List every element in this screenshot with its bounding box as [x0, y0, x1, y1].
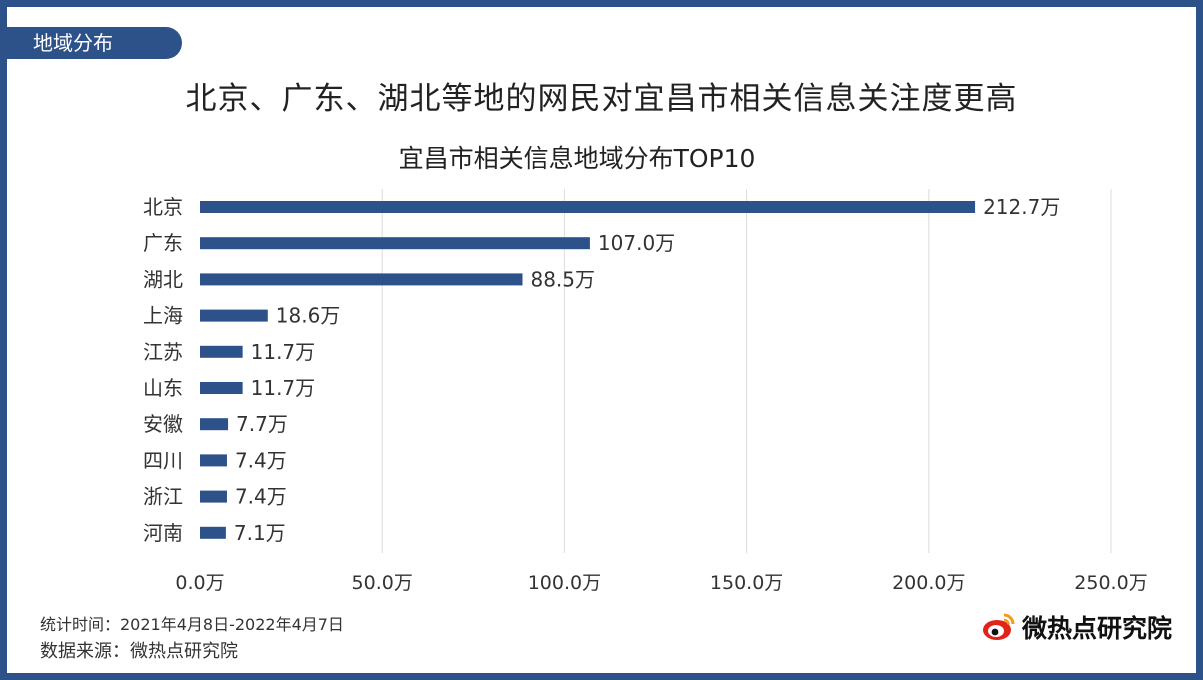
category-label: 山东: [143, 376, 183, 400]
bar: [200, 201, 976, 213]
x-tick-label: 100.0万: [528, 572, 601, 594]
category-label: 安徽: [143, 412, 183, 436]
data-label: 7.7万: [236, 412, 288, 436]
data-label: 7.4万: [235, 448, 287, 472]
weibo-eye-icon: [982, 613, 1015, 640]
category-label: 浙江: [143, 485, 183, 509]
bar: [200, 237, 590, 250]
chart-title: 宜昌市相关信息地域分布TOP10: [399, 144, 756, 173]
bar: [200, 526, 226, 539]
section-tag: 地域分布: [7, 27, 182, 59]
x-tick-label: 0.0万: [175, 572, 224, 594]
page-title: 北京、广东、湖北等地的网民对宜昌市相关信息关注度更高: [185, 81, 1018, 117]
data-label: 11.7万: [251, 376, 316, 400]
data-label: 7.1万: [234, 521, 286, 545]
x-tick-label: 200.0万: [892, 572, 965, 594]
brand-logo: 微热点研究院: [982, 609, 1172, 645]
x-tick-label: 50.0万: [352, 572, 413, 594]
data-source: 数据来源：微热点研究院: [40, 641, 238, 662]
bar: [200, 418, 229, 431]
data-label: 212.7万: [983, 195, 1060, 219]
data-label: 107.0万: [598, 231, 675, 255]
x-tick-label: 150.0万: [710, 572, 783, 594]
x-tick-label: 250.0万: [1074, 572, 1147, 594]
data-label: 18.6万: [276, 304, 341, 328]
bar: [200, 490, 227, 503]
bar-chart: 宜昌市相关信息地域分布TOP10 0.0万 50.0万 100.0万 150.0万 200…: [143, 144, 1148, 594]
data-label: 7.4万: [235, 485, 287, 509]
bar: [200, 382, 243, 394]
infographic-card: 地域分布 北京、广东、湖北等地的网民对宜昌市相关信息关注度更高 宜昌市相关信息地…: [7, 7, 1196, 673]
bar: [200, 454, 227, 467]
bar: [200, 309, 268, 322]
category-label: 广东: [143, 231, 183, 255]
category-label: 江苏: [143, 340, 183, 364]
category-label: 河南: [143, 521, 183, 545]
bar: [200, 273, 523, 286]
category-label: 北京: [143, 195, 183, 219]
logo-text: 微热点研究院: [1021, 614, 1172, 643]
category-label: 上海: [143, 304, 183, 328]
data-label: 11.7万: [251, 340, 316, 364]
bar: [200, 345, 243, 358]
data-label: 88.5万: [530, 267, 595, 291]
category-label: 湖北: [143, 267, 183, 291]
category-label: 四川: [143, 448, 183, 472]
stat-period: 统计时间：2021年4月8日-2022年4月7日: [40, 615, 344, 634]
